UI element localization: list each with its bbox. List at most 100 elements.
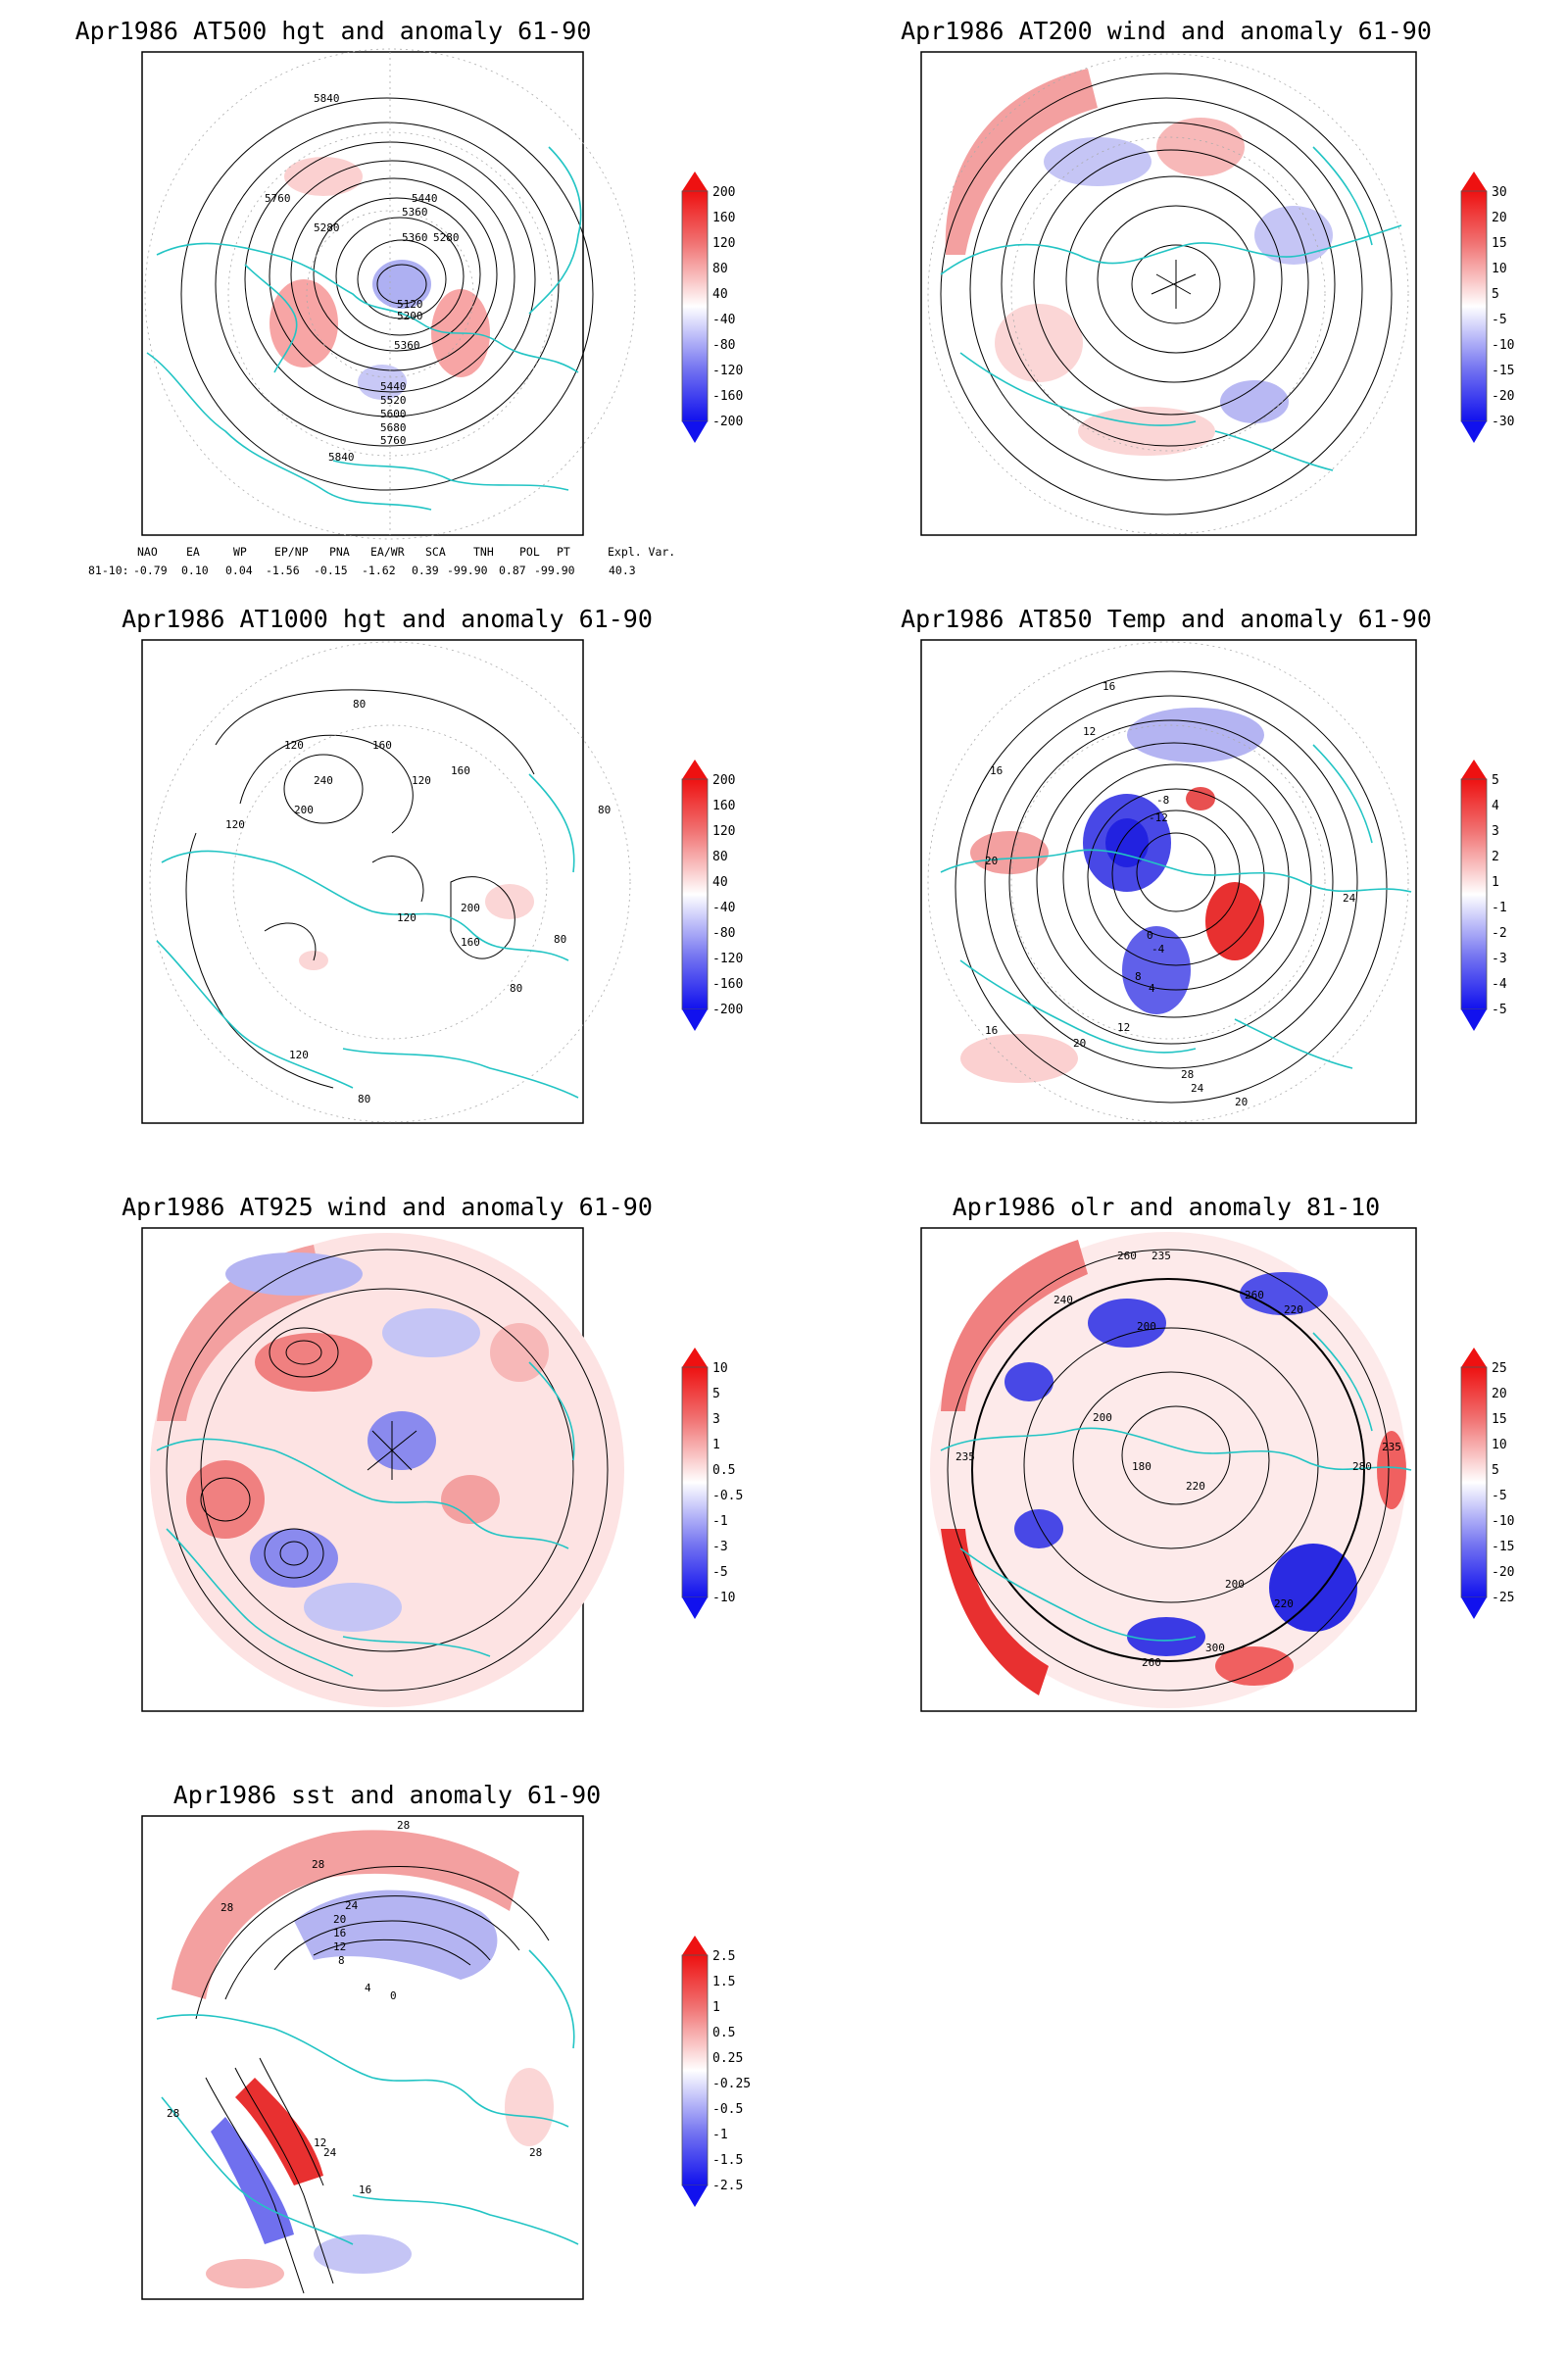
- contour-label: 240: [1054, 1294, 1073, 1306]
- colorbar-label: -80: [712, 926, 735, 941]
- panel-at200-wind: Apr1986 AT200 wind and anomaly 61-90: [901, 17, 1514, 536]
- contour-label: 80: [353, 698, 366, 711]
- contour-label: 20: [333, 1913, 346, 1926]
- contour-label: 200: [461, 902, 480, 914]
- colorbar-label: -40: [712, 313, 735, 327]
- land-outline: [156, 1949, 579, 2245]
- colorbar-label: 2.5: [712, 1949, 735, 1964]
- colorbar-arrow-up: [1461, 172, 1487, 191]
- colorbar-label: -5: [712, 1565, 728, 1580]
- contour-label: 160: [461, 936, 480, 949]
- colorbar-label: -3: [1492, 952, 1507, 966]
- contour-label: 260: [1117, 1250, 1137, 1262]
- colorbar-label: 3: [712, 1412, 720, 1427]
- panel-title: Apr1986 AT925 wind and anomaly 61-90: [122, 1193, 653, 1221]
- polar-grid: [927, 53, 1409, 535]
- index-value: 0.04: [225, 564, 253, 577]
- contour-label: 5280: [433, 231, 460, 244]
- panel-at1000-hgt: Apr1986 AT1000 hgt and anomaly 61-90 80: [122, 605, 743, 1124]
- anomaly-shading: [930, 1232, 1406, 1708]
- index-value: -0.79: [133, 564, 168, 577]
- land-outline: [156, 773, 579, 1099]
- colorbar-label: -1: [1492, 901, 1507, 915]
- contour-label: 5840: [314, 92, 340, 105]
- colorbar-label: -1: [712, 1514, 728, 1529]
- colorbar: 5 4 3 2 1 -1 -2 -3 -4 -5: [1460, 760, 1507, 1031]
- contour-label: 5200: [397, 310, 423, 322]
- contour-label: 120: [397, 911, 416, 924]
- colorbar-label: -10: [712, 1591, 735, 1605]
- colorbar-arrow-down: [682, 1009, 708, 1031]
- contour-label: 28: [312, 1858, 324, 1871]
- colorbar-label: 160: [712, 211, 735, 225]
- contour-label: 5360: [402, 206, 428, 219]
- contour-label: 200: [1093, 1411, 1112, 1424]
- panel-at850-temp: Apr1986 AT850 Temp and anomaly 61-90: [901, 605, 1507, 1124]
- contour-label: 300: [1205, 1642, 1225, 1654]
- land-outline: [940, 146, 1402, 471]
- colorbar-label: 4: [1492, 799, 1499, 813]
- colorbar-label: 200: [712, 773, 735, 788]
- colorbar-label: 1: [1492, 875, 1499, 890]
- contour-label: 160: [451, 764, 470, 777]
- contour-label: 20: [1235, 1096, 1248, 1108]
- anomaly-shading: [172, 1830, 554, 2288]
- contour-label: 5680: [380, 421, 407, 434]
- index-value: 0.10: [181, 564, 209, 577]
- colorbar-label: 200: [712, 185, 735, 200]
- colorbar-label: -3: [712, 1540, 728, 1554]
- contour-label: 220: [1284, 1303, 1303, 1316]
- index-header: EP/NP: [274, 545, 309, 559]
- contour-label: 8: [1135, 970, 1142, 983]
- contour-label: 12: [333, 1940, 346, 1953]
- contour-label: 80: [554, 933, 566, 946]
- colorbar-arrow-up: [682, 1936, 708, 1955]
- colorbar-label: 10: [712, 1361, 728, 1376]
- panel-title: Apr1986 AT850 Temp and anomaly 61-90: [901, 605, 1432, 633]
- contour-label: 0: [1147, 929, 1153, 942]
- colorbar-label: 25: [1492, 1361, 1507, 1376]
- colorbar-label: 40: [712, 287, 728, 302]
- colorbar: 25 20 15 10 5 -5 -10 -15 -20 -25: [1460, 1348, 1514, 1619]
- colorbar-bar: [1460, 190, 1488, 422]
- colorbar-arrow-down: [682, 421, 708, 443]
- colorbar-bar: [681, 778, 709, 1010]
- panel-title: Apr1986 AT1000 hgt and anomaly 61-90: [122, 605, 653, 633]
- contour-label: 5360: [402, 231, 428, 244]
- contour-label: 120: [225, 818, 245, 831]
- index-header: PNA: [329, 545, 350, 559]
- colorbar-arrow-down: [1461, 1009, 1487, 1031]
- contour-label: 12: [1083, 725, 1096, 738]
- height-contours: [185, 689, 535, 1089]
- index-header: WP: [233, 545, 247, 559]
- contour-label: 220: [1274, 1597, 1294, 1610]
- land-outline: [940, 1332, 1412, 1642]
- contour-label: 24: [1191, 1082, 1204, 1095]
- colorbar-label: 3: [1492, 824, 1499, 839]
- contour-label: 0: [390, 1989, 397, 2002]
- colorbar-label: 0.5: [712, 2026, 735, 2040]
- contour-label: 80: [598, 804, 611, 816]
- contour-label: 200: [294, 804, 314, 816]
- colorbar-label: -200: [712, 1003, 743, 1017]
- colorbar: 10 5 3 1 0.5 -0.5 -1 -3 -5 -10: [681, 1348, 743, 1619]
- panel-title: Apr1986 olr and anomaly 81-10: [953, 1193, 1381, 1221]
- colorbar-label: -120: [712, 952, 743, 966]
- colorbar: 200 160 120 80 40 -40 -80 -120 -160 -200: [681, 172, 743, 443]
- colorbar-label: -10: [1492, 1514, 1514, 1529]
- contour-label: 120: [289, 1049, 309, 1061]
- colorbar-label: 0.5: [712, 1463, 735, 1478]
- contour-label: 240: [314, 774, 333, 787]
- colorbar-label: 30: [1492, 185, 1507, 200]
- colorbar-label: -1.5: [712, 2153, 743, 2168]
- contour-labels: 260 240 235 200 220 260 235 200 180 220 …: [956, 1250, 1401, 1669]
- colorbar: 30 20 15 10 5 -5 -10 -15 -20 -30: [1460, 172, 1514, 443]
- colorbar-label: 20: [1492, 211, 1507, 225]
- colorbar-label: -0.5: [712, 1489, 743, 1503]
- colorbar-label: -160: [712, 389, 743, 404]
- colorbar-label: 5: [1492, 1463, 1499, 1478]
- contour-label: 28: [1181, 1068, 1194, 1081]
- colorbar-arrow-up: [682, 1348, 708, 1367]
- contour-label: 4: [1149, 982, 1155, 995]
- index-value: -1.62: [362, 564, 396, 577]
